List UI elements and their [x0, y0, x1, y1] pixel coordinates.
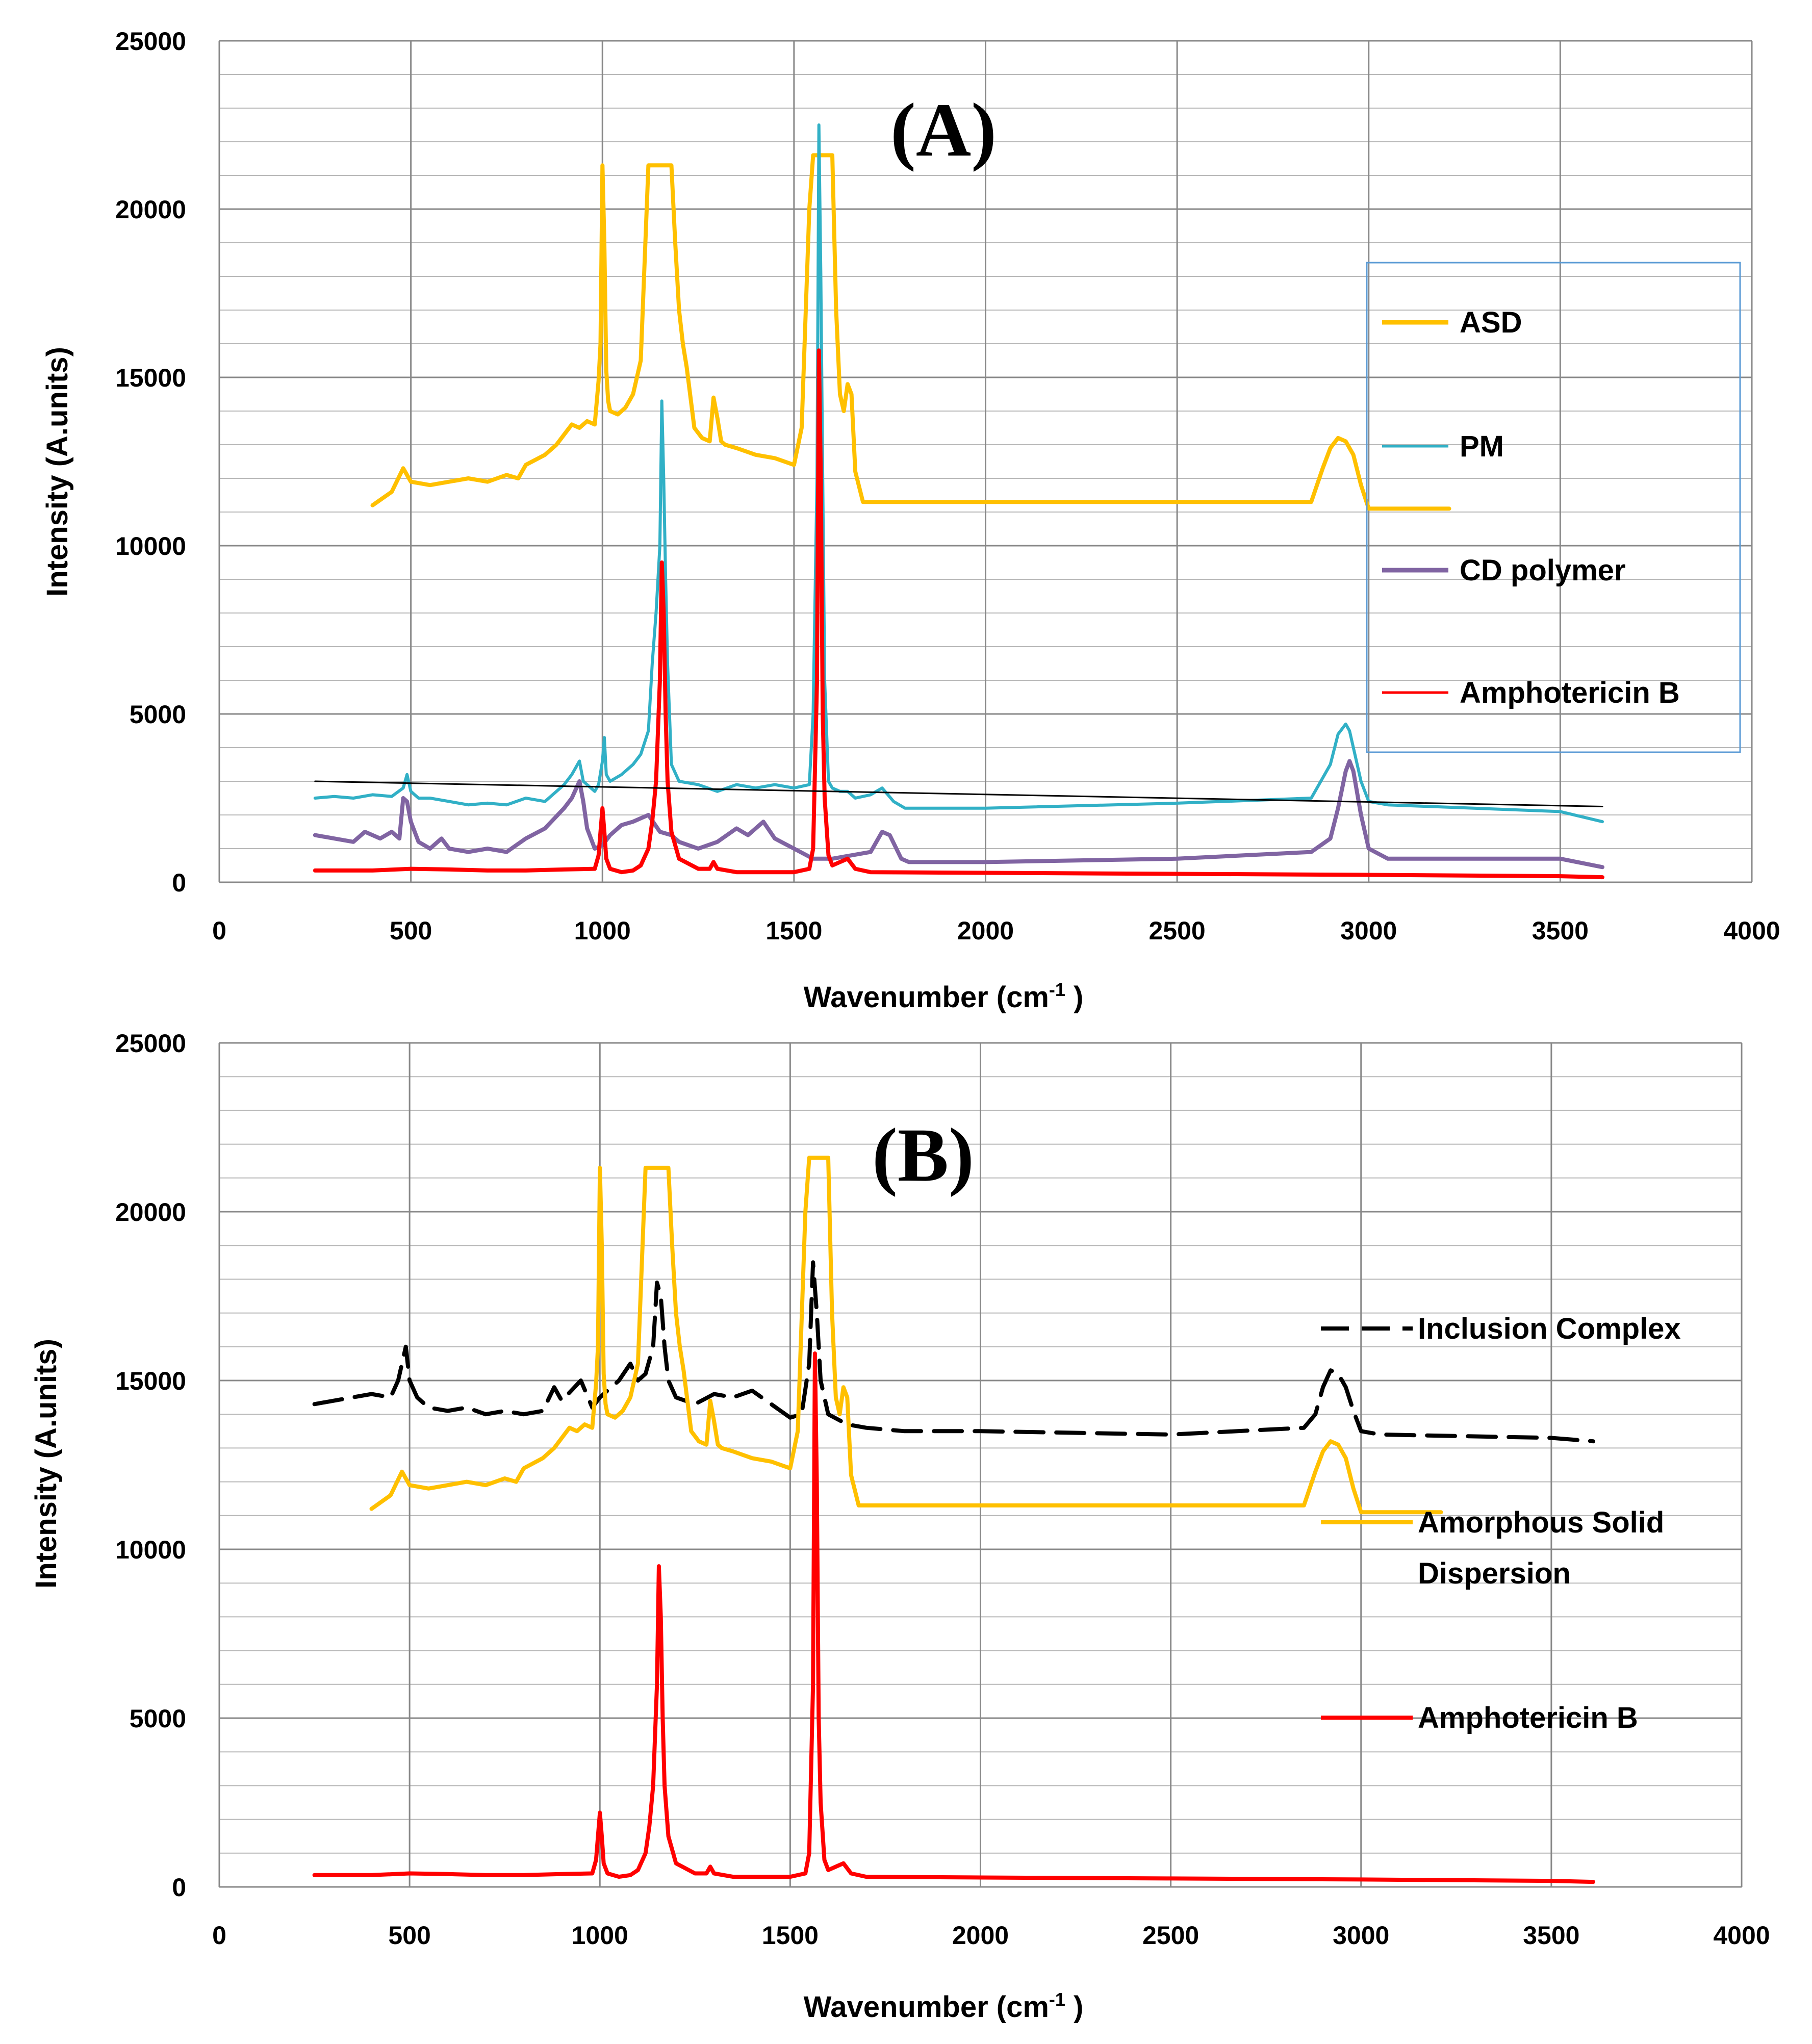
- panel-b-series: [312, 1156, 1595, 1884]
- panel-a-y-tick-label: 15000: [115, 364, 186, 392]
- panel-b-x-axis-label-main: Wavenumber (cm: [804, 1990, 1049, 2024]
- panel-b-x-tick-label: 2500: [1142, 1921, 1199, 1950]
- panel-a-y-axis-label: Intensity (A.units): [41, 347, 74, 597]
- panel-b-chart: 0 5000 10000 15000 20000 25000 0 500 1000 1500 200…: [30, 1029, 1770, 2024]
- panel-a-series: [313, 123, 1604, 880]
- legend-a-asd-label: ASD: [1460, 306, 1522, 339]
- panel-a-chart: 0 5000 10000 15000 20000 25000 0 500 1000 1500 200…: [41, 27, 1780, 1014]
- panel-a-grid: [218, 40, 1753, 883]
- panel-a-series-cd-polymer: [313, 759, 1604, 870]
- panel-b-x-tick-label: 1000: [572, 1921, 628, 1950]
- panel-b-x-tick-label: 0: [212, 1921, 226, 1950]
- panel-b-legend: Inclusion Complex Amorphous Solid Disper…: [1321, 1312, 1681, 1734]
- panel-a-x-tick-label: 2500: [1149, 916, 1206, 945]
- panel-a-x-tick-label: 3000: [1340, 916, 1397, 945]
- legend-a-cd-polymer-label: CD polymer: [1460, 554, 1626, 587]
- panel-b-y-tick-label: 25000: [115, 1029, 186, 1058]
- panel-a-y-tick-label: 20000: [115, 195, 186, 224]
- panel-a-x-tick-label: 1500: [765, 916, 822, 945]
- panel-b-x-tick-label: 3000: [1333, 1921, 1389, 1950]
- panel-a-x-tick-label: 4000: [1723, 916, 1780, 945]
- panel-a-legend-box: [1366, 262, 1741, 753]
- panel-a-ticks: 0 5000 10000 15000 20000 25000 0 500 1000 1500 200…: [115, 27, 1780, 945]
- panel-a-series-trend: [314, 780, 1603, 807]
- panel-b-x-tick-label: 500: [388, 1921, 430, 1950]
- panel-b-x-axis-label: Wavenumber (cm-1 ): [804, 1989, 1084, 2024]
- panel-a-x-tick-label: 500: [390, 916, 432, 945]
- panel-b-x-tick-label: 4000: [1713, 1921, 1770, 1950]
- panel-b-y-tick-label: 20000: [115, 1198, 186, 1227]
- panel-a-x-tick-label: 2000: [957, 916, 1014, 945]
- legend-b-asd-label-line2: Dispersion: [1418, 1557, 1571, 1590]
- panel-b-y-tick-label: 10000: [115, 1536, 186, 1564]
- panel-b-title: (B): [872, 1113, 974, 1197]
- panel-a-y-tick-label: 10000: [115, 532, 186, 560]
- panel-b-y-tick-label: 5000: [130, 1704, 186, 1733]
- panel-a-y-tick-label: 0: [172, 868, 186, 897]
- panel-a-series-amphotericin-b: [313, 348, 1604, 880]
- panel-b-y-axis-label: Intensity (A.units): [30, 1339, 63, 1589]
- panel-b-series-inclusion-complex: [312, 1260, 1595, 1444]
- panel-a-x-tick-label: 3500: [1532, 916, 1589, 945]
- panel-b-x-tick-label: 1500: [762, 1921, 819, 1950]
- panel-b-x-axis-label-tail: ): [1065, 1990, 1083, 2024]
- panel-a-x-axis-label: Wavenumber (cm-1 ): [804, 979, 1084, 1014]
- legend-a-pm-label: PM: [1460, 430, 1504, 463]
- panel-a-title: (A): [890, 88, 997, 172]
- panel-b-y-tick-label: 15000: [115, 1367, 186, 1395]
- legend-b-asd-label-line1: Amorphous Solid: [1418, 1506, 1664, 1539]
- panel-b-x-tick-label: 2000: [952, 1921, 1009, 1950]
- legend-a-amphotericin-label: Amphotericin B: [1460, 676, 1680, 709]
- legend-b-inclusion-complex-label: Inclusion Complex: [1418, 1312, 1681, 1345]
- panel-a-x-axis-label-tail: ): [1065, 981, 1083, 1014]
- panel-b-y-tick-label: 0: [172, 1873, 186, 1902]
- panel-a-x-tick-label: 1000: [574, 916, 631, 945]
- panel-a-y-tick-label: 25000: [115, 27, 186, 56]
- panel-a-x-tick-label: 0: [212, 916, 226, 945]
- panel-a-x-axis-label-main: Wavenumber (cm: [804, 981, 1049, 1014]
- panel-a-legend: ASD PM CD polymer Amphotericin B: [1382, 306, 1680, 709]
- panel-a-y-tick-label: 5000: [130, 700, 186, 729]
- panel-b-x-axis-label-sup: -1: [1049, 1989, 1065, 2010]
- panel-b-series-amorphous-solid-dispersion: [369, 1156, 1443, 1515]
- panel-a-series-asd: [370, 153, 1451, 511]
- panel-a-x-axis-label-sup: -1: [1049, 979, 1065, 1000]
- panel-b-x-tick-label: 3500: [1523, 1921, 1579, 1950]
- panel-b-ticks: 0 5000 10000 15000 20000 25000 0 500 1000 1500 200…: [115, 1029, 1770, 1950]
- panel-b-grid: [218, 1042, 1743, 1888]
- panel-b-series-amphotericin-b: [312, 1351, 1595, 1884]
- legend-b-amphotericin-label: Amphotericin B: [1418, 1701, 1638, 1734]
- panel-a-series-pm: [313, 123, 1604, 824]
